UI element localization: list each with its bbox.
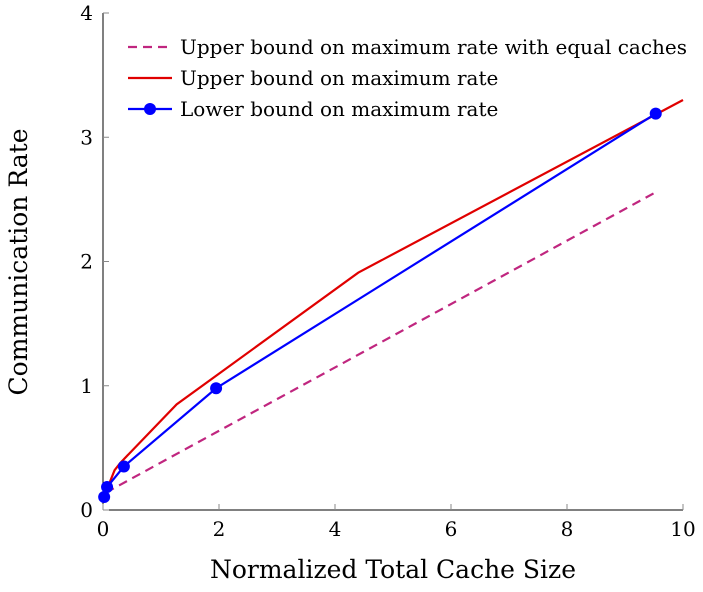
data-point bbox=[101, 481, 114, 494]
ticks: 0 2 4 6 8 10 0 1 2 3 4 bbox=[80, 1, 695, 541]
x-tick-label: 6 bbox=[445, 517, 458, 541]
series bbox=[98, 99, 684, 503]
x-tick-label: 10 bbox=[670, 517, 695, 541]
legend: Upper bound on maximum rate with equal c… bbox=[128, 35, 687, 121]
series-line-1 bbox=[103, 99, 684, 497]
series-line-0 bbox=[105, 192, 655, 494]
y-tick-label: 1 bbox=[80, 374, 93, 398]
legend-entry-2: Lower bound on maximum rate bbox=[180, 97, 498, 121]
legend-entry-0: Upper bound on maximum rate with equal c… bbox=[180, 35, 687, 59]
y-axis-label: Communication Rate bbox=[4, 129, 33, 396]
x-tick-label: 0 bbox=[97, 517, 110, 541]
x-tick-label: 2 bbox=[213, 517, 226, 541]
legend-marker bbox=[144, 103, 156, 115]
data-point bbox=[649, 107, 662, 120]
data-point bbox=[210, 382, 223, 395]
legend-entry-1: Upper bound on maximum rate bbox=[180, 66, 498, 90]
y-tick-label: 0 bbox=[80, 498, 93, 522]
y-tick-label: 2 bbox=[80, 250, 93, 274]
y-tick-label: 4 bbox=[80, 1, 93, 25]
x-tick-label: 4 bbox=[329, 517, 342, 541]
series-line-2 bbox=[103, 112, 657, 498]
data-point bbox=[117, 460, 130, 473]
data-point bbox=[98, 490, 111, 503]
x-tick-label: 8 bbox=[561, 517, 574, 541]
x-axis-label: Normalized Total Cache Size bbox=[210, 555, 576, 584]
y-tick-label: 3 bbox=[80, 125, 93, 149]
